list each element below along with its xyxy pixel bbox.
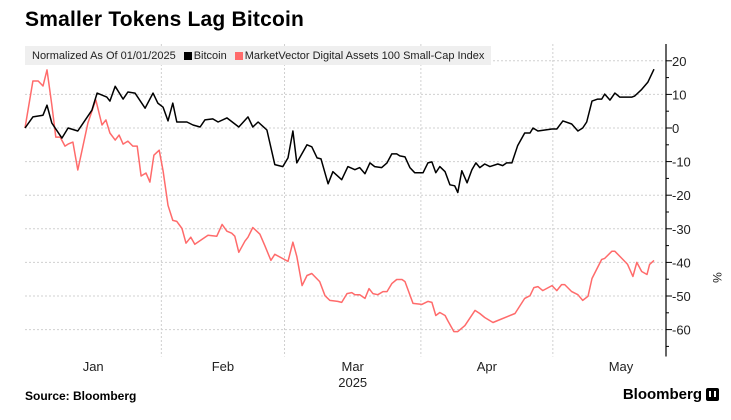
legend-swatch-bitcoin bbox=[183, 51, 192, 60]
y-tick-label: -20 bbox=[672, 188, 691, 203]
legend-swatch-smallcap bbox=[234, 51, 243, 60]
y-axis-label: % bbox=[710, 272, 724, 283]
y-tick-label: -50 bbox=[672, 289, 691, 304]
legend: Normalized As Of 01/01/2025 Bitcoin Mark… bbox=[25, 46, 492, 65]
y-tick-label: 20 bbox=[672, 54, 686, 69]
x-tick-label: May bbox=[609, 359, 634, 374]
series-line-bitcoin bbox=[24, 68, 655, 194]
legend-subtitle: Normalized As Of 01/01/2025 bbox=[32, 49, 176, 62]
y-tick-label: -30 bbox=[672, 222, 691, 237]
x-tick-label: Jan bbox=[83, 359, 104, 374]
x-tick-label: Apr bbox=[477, 359, 498, 374]
y-tick-label: -40 bbox=[672, 255, 691, 270]
chart-title: Smaller Tokens Lag Bitcoin bbox=[25, 8, 305, 31]
y-tick-label: 10 bbox=[672, 87, 686, 102]
x-tick-label: Mar bbox=[342, 359, 365, 374]
x-year-label: 2025 bbox=[338, 375, 367, 390]
logo-text: Bloomberg bbox=[622, 386, 702, 403]
legend-label-smallcap: MarketVector Digital Assets 100 Small-Ca… bbox=[244, 49, 485, 62]
bloomberg-chart-icon bbox=[706, 388, 719, 401]
legend-item-smallcap: MarketVector Digital Assets 100 Small-Ca… bbox=[234, 49, 485, 62]
x-tick-label: Feb bbox=[212, 359, 234, 374]
source-note: Source: Bloomberg bbox=[25, 389, 137, 403]
legend-label-bitcoin: Bitcoin bbox=[193, 49, 227, 62]
bloomberg-logo: Bloomberg bbox=[623, 386, 719, 403]
y-tick-label: -60 bbox=[672, 323, 691, 338]
y-tick-label: -10 bbox=[672, 155, 691, 170]
series-line-smallcap-index bbox=[24, 69, 655, 333]
legend-item-bitcoin: Bitcoin bbox=[183, 49, 227, 62]
y-tick-label: 0 bbox=[672, 121, 679, 136]
